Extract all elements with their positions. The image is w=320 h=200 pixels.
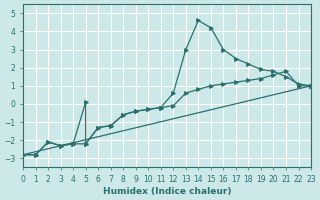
X-axis label: Humidex (Indice chaleur): Humidex (Indice chaleur) [103,187,231,196]
